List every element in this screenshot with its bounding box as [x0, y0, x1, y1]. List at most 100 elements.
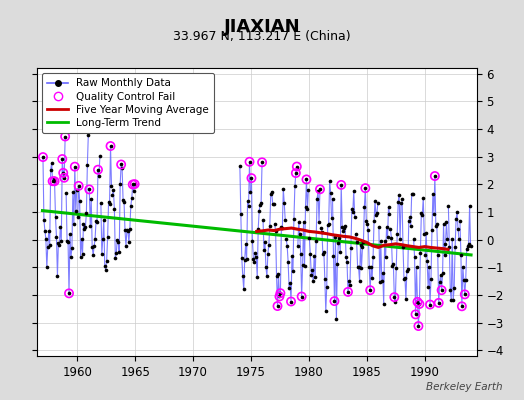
Point: [438, 287, 446, 293]
Point: [352, 230, 360, 237]
Point: [289, 267, 297, 274]
Point: [384, 233, 392, 240]
Point: [410, 254, 419, 260]
Point: [450, 285, 458, 291]
Point: [241, 256, 249, 263]
Point: [50, 178, 59, 184]
Point: [46, 242, 54, 248]
Point: [59, 170, 68, 176]
Point: [58, 156, 67, 162]
Point: [307, 272, 315, 278]
Point: [53, 273, 62, 279]
Point: [100, 216, 108, 223]
Point: [125, 239, 133, 245]
Point: [103, 234, 112, 240]
Point: [432, 223, 440, 229]
Point: [124, 228, 132, 234]
Point: [119, 196, 127, 203]
Point: [424, 284, 432, 290]
Point: [339, 228, 347, 234]
Point: [301, 204, 310, 210]
Point: [120, 199, 128, 205]
Point: [43, 243, 52, 250]
Point: [418, 212, 427, 218]
Point: [56, 224, 64, 230]
Point: [48, 160, 56, 166]
Point: [285, 284, 293, 291]
Point: [413, 299, 422, 305]
Point: [415, 301, 423, 307]
Point: [309, 278, 318, 285]
Point: [82, 210, 91, 216]
Point: [328, 215, 336, 221]
Point: [433, 221, 441, 227]
Point: [72, 187, 81, 193]
Point: [39, 154, 47, 160]
Point: [294, 219, 303, 226]
Point: [316, 186, 324, 192]
Point: [330, 298, 339, 304]
Point: [419, 195, 428, 202]
Point: [443, 235, 452, 242]
Point: [456, 218, 464, 225]
Point: [436, 272, 445, 278]
Point: [54, 240, 62, 246]
Point: [390, 294, 399, 300]
Point: [441, 241, 450, 248]
Point: [401, 274, 409, 281]
Point: [390, 294, 399, 300]
Legend: Raw Monthly Data, Quality Control Fail, Five Year Moving Average, Long-Term Tren: Raw Monthly Data, Quality Control Fail, …: [42, 73, 214, 133]
Point: [94, 166, 102, 173]
Point: [90, 243, 99, 250]
Point: [416, 250, 424, 256]
Point: [368, 275, 376, 282]
Point: [247, 175, 256, 181]
Point: [92, 218, 100, 225]
Point: [292, 170, 300, 176]
Point: [242, 241, 250, 247]
Point: [312, 238, 320, 244]
Point: [334, 240, 343, 246]
Point: [444, 202, 453, 209]
Point: [67, 254, 75, 260]
Point: [403, 266, 412, 272]
Point: [106, 143, 115, 149]
Point: [287, 298, 295, 305]
Point: [337, 182, 345, 188]
Point: [271, 227, 280, 234]
Point: [276, 290, 285, 296]
Point: [376, 279, 384, 285]
Point: [458, 264, 467, 270]
Point: [377, 238, 385, 244]
Point: [85, 186, 93, 193]
Point: [373, 210, 381, 216]
Point: [315, 219, 323, 226]
Point: [460, 277, 468, 284]
Point: [369, 254, 377, 260]
Point: [40, 216, 48, 223]
Point: [380, 238, 389, 244]
Point: [287, 298, 295, 305]
Point: [302, 176, 311, 183]
Point: [464, 243, 472, 250]
Point: [465, 203, 474, 209]
Point: [109, 187, 117, 193]
Point: [422, 230, 430, 236]
Point: [42, 264, 51, 271]
Point: [308, 267, 316, 274]
Point: [283, 242, 291, 249]
Point: [386, 226, 395, 232]
Point: [71, 164, 79, 170]
Point: [52, 234, 61, 240]
Point: [64, 238, 72, 245]
Point: [324, 220, 333, 227]
Point: [75, 198, 84, 204]
Point: [126, 226, 134, 232]
Point: [428, 227, 436, 234]
Point: [310, 252, 319, 259]
Point: [58, 156, 67, 162]
Point: [454, 226, 462, 232]
Point: [115, 249, 124, 256]
Point: [128, 181, 137, 188]
Point: [348, 208, 357, 215]
